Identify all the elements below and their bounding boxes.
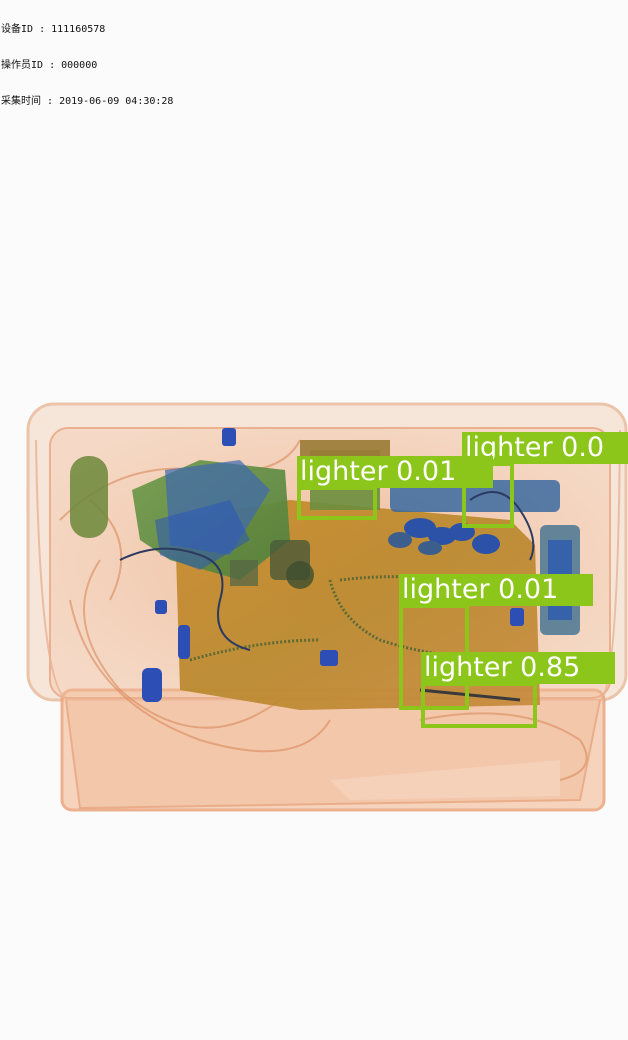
- detection-label: lighter 0.01: [297, 456, 493, 488]
- detection-label: lighter 0.85: [421, 652, 615, 684]
- capture-time-row: 采集时间 : 2019-06-09 04:30:28: [1, 96, 174, 107]
- scan-metadata: 设备ID : 111160578 操作员ID : 000000 采集时间 : 2…: [1, 0, 173, 120]
- detection-box: [297, 486, 377, 520]
- operator-id-label: 操作员ID: [1, 60, 44, 71]
- capture-time-label: 采集时间: [1, 96, 41, 107]
- detection-label: lighter 0.01: [399, 574, 593, 606]
- operator-id-value: 000000: [61, 60, 98, 71]
- device-id-label: 设备ID: [1, 24, 34, 35]
- capture-time-value: 2019-06-09 04:30:28: [59, 96, 174, 107]
- device-id-value: 111160578: [51, 24, 106, 35]
- detection-box: [421, 682, 537, 728]
- detection-1[interactable]: lighter 0.01: [297, 456, 493, 520]
- detection-3[interactable]: lighter 0.85: [421, 652, 615, 728]
- device-id-row: 设备ID : 111160578: [1, 24, 106, 35]
- operator-id-row: 操作员ID : 000000: [1, 60, 98, 71]
